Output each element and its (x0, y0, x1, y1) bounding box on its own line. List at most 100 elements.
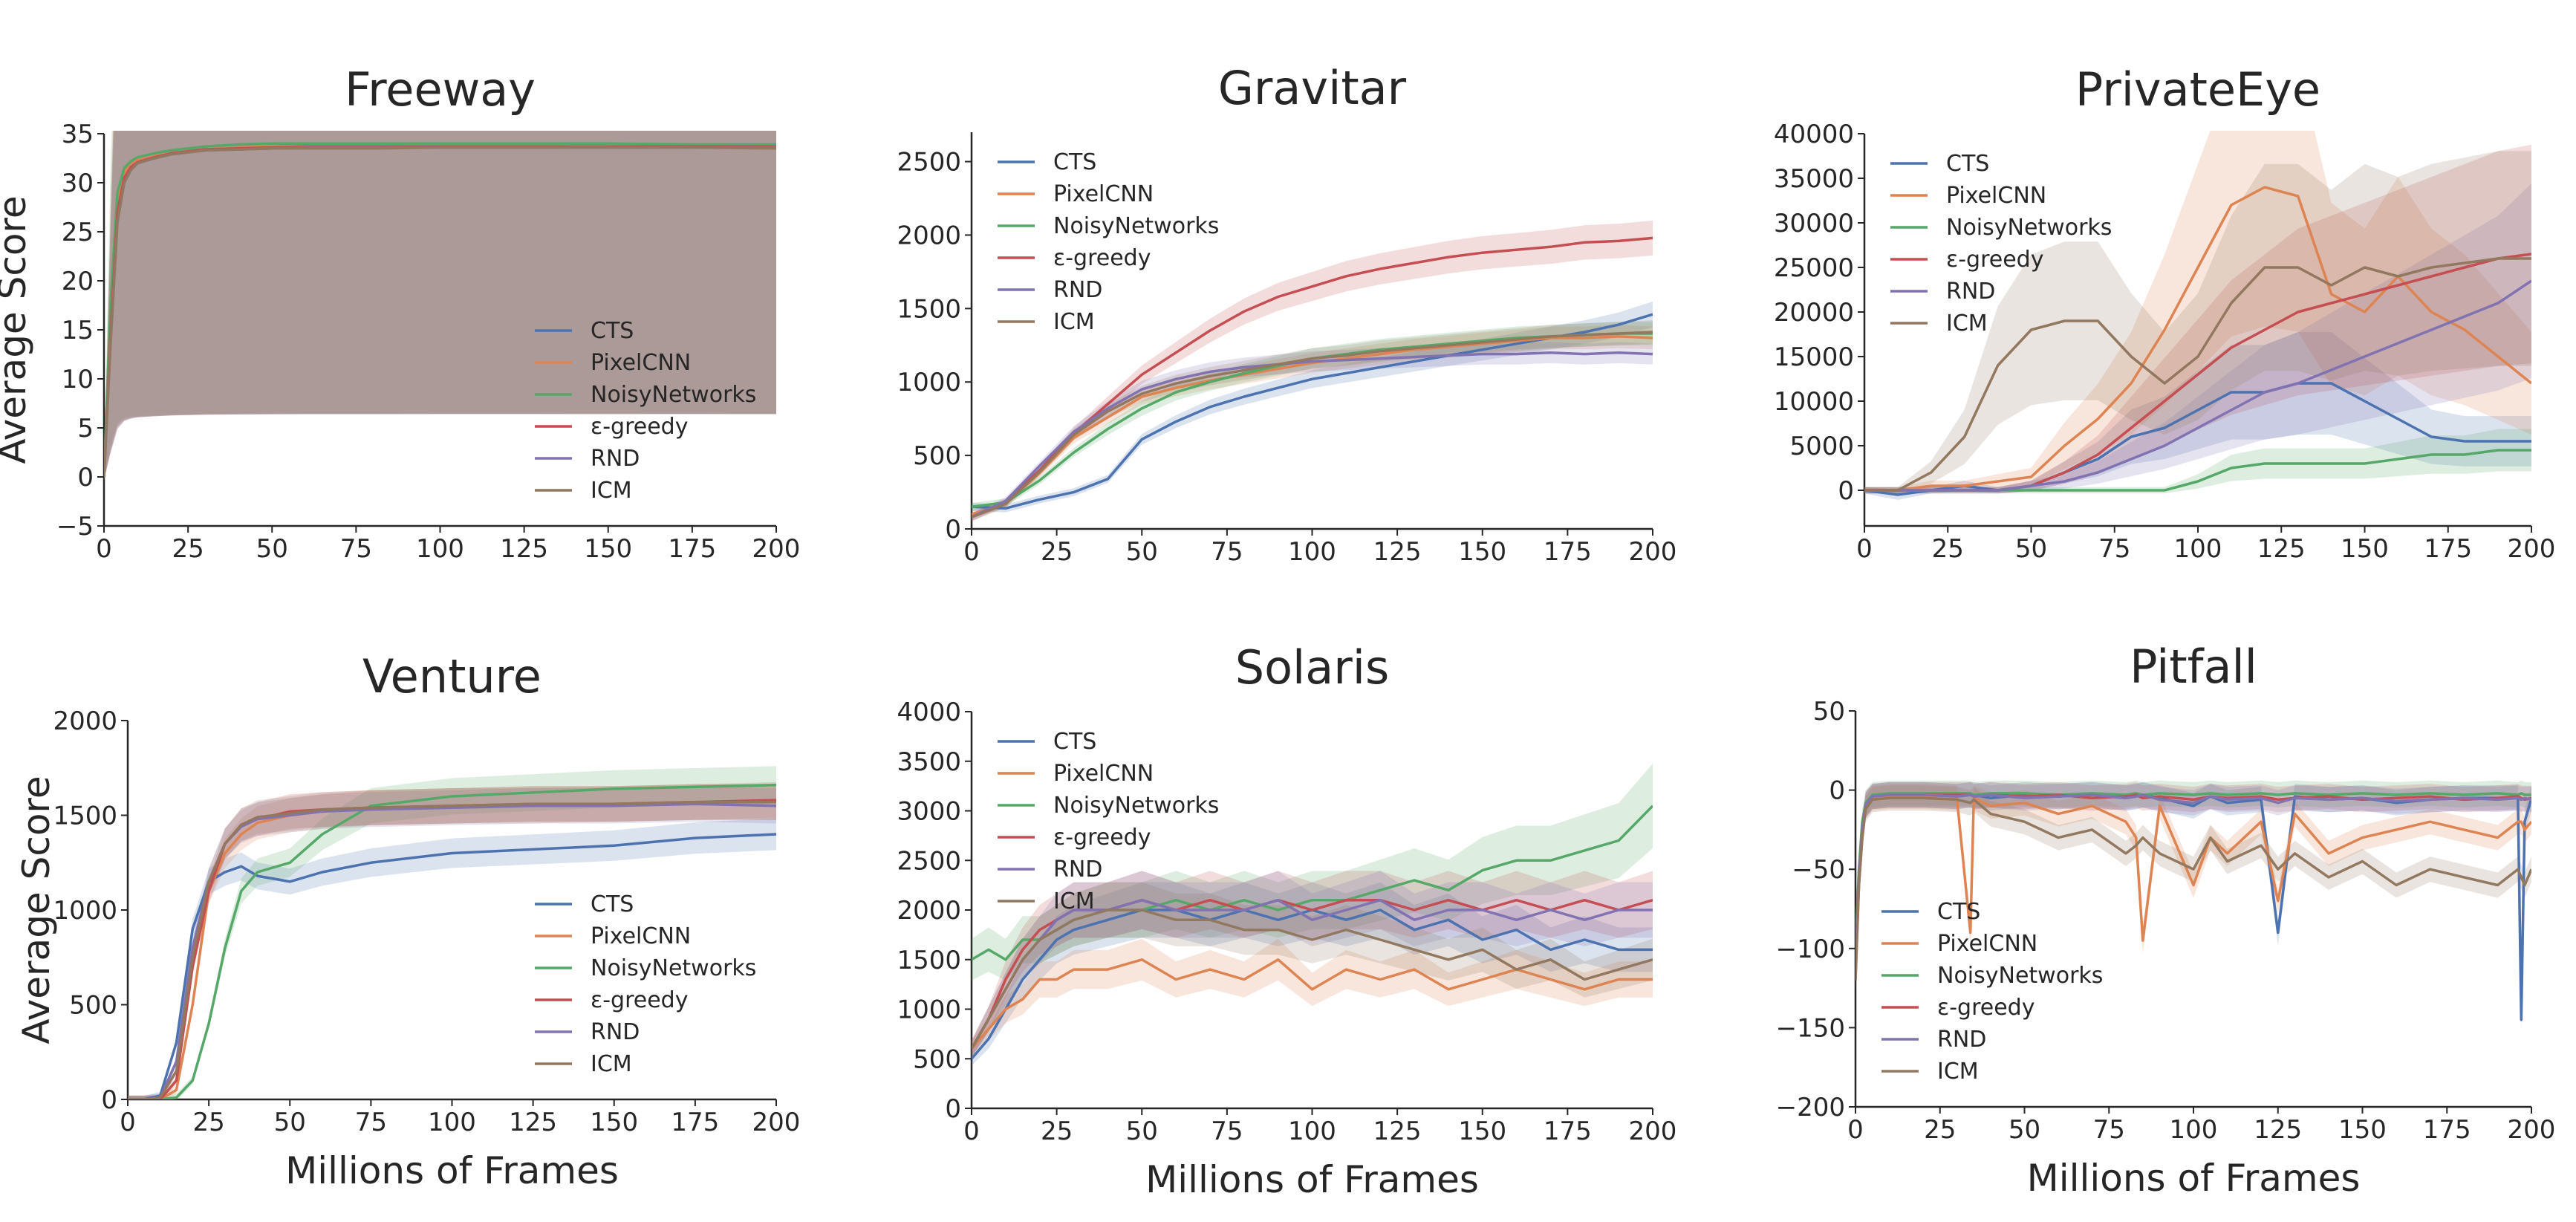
freeway-x-tick-label: 75 (340, 534, 372, 564)
pitfall-legend-label: ε-greedy (1937, 995, 2035, 1021)
solaris-legend-label: ε-greedy (1053, 825, 1151, 851)
pitfall-y-tick-label: −50 (1792, 855, 1845, 885)
venture-title: Venture (362, 649, 541, 703)
privateeye-legend: CTS PixelCNN NoisyNetworks ε-greedy RND ICM (1890, 151, 2112, 337)
freeway-y-tick-label: 10 (62, 365, 94, 394)
pitfall-legend-label: NoisyNetworks (1937, 963, 2103, 989)
freeway-band (104, 131, 776, 481)
venture-band (128, 766, 776, 1099)
privateeye-band (1864, 429, 2531, 494)
pitfall-x-tick-label: 100 (2170, 1115, 2218, 1145)
pitfall-x-label: Millions of Frames (2027, 1157, 2361, 1200)
freeway-band (104, 131, 776, 481)
freeway-band (104, 131, 776, 481)
pitfall-legend-label: RND (1937, 1027, 1986, 1053)
venture-series-line (128, 833, 776, 1099)
solaris-series-line (972, 909, 1653, 1050)
gravitar-x-tick-label: 150 (1458, 537, 1506, 567)
venture-y-label: Average Score (15, 776, 58, 1044)
freeway-legend-label: ICM (591, 478, 632, 504)
privateeye-series-line (1864, 279, 2531, 492)
solaris-x-tick-label: 75 (1211, 1117, 1243, 1146)
venture-y-tick-label: 1500 (53, 802, 117, 831)
solaris-x-tick-label: 100 (1288, 1117, 1336, 1146)
freeway-plot-area (104, 131, 776, 481)
gravitar-y-tick-label: 2500 (897, 148, 961, 178)
gravitar-legend-label: NoisyNetworks (1053, 213, 1219, 239)
gravitar-legend-label: PixelCNN (1053, 181, 1154, 207)
pitfall-legend-label: PixelCNN (1937, 931, 2037, 957)
privateeye-y-tick-label: 30000 (1774, 209, 1854, 238)
gravitar-x-tick-label: 0 (963, 537, 980, 567)
gravitar-legend-label: CTS (1053, 149, 1096, 175)
privateeye-y-tick-label: 5000 (1789, 432, 1854, 461)
privateeye-y-tick-label: 35000 (1774, 164, 1854, 194)
freeway-series-line (104, 146, 776, 478)
gravitar-band (972, 220, 1653, 521)
solaris-legend-label: PixelCNN (1053, 761, 1154, 787)
venture-series-line (128, 802, 776, 1099)
pitfall-band (1855, 781, 2531, 978)
privateeye-band (1864, 131, 2531, 494)
venture-legend-label: ICM (591, 1051, 632, 1077)
venture-band (128, 818, 776, 1099)
freeway-x-tick-label: 25 (172, 534, 204, 564)
privateeye-x-tick-label: 0 (1856, 534, 1873, 564)
venture-band (128, 784, 776, 1099)
solaris-y-tick-label: 1000 (897, 995, 961, 1025)
freeway-legend-label: RND (591, 446, 640, 472)
gravitar-x-tick-label: 125 (1373, 537, 1422, 567)
venture-x-tick-label: 175 (671, 1108, 719, 1137)
solaris-title: Solaris (1235, 640, 1390, 695)
solaris-legend-label: ICM (1053, 888, 1095, 914)
gravitar-x-tick-label: 100 (1288, 537, 1336, 567)
freeway-x-tick-label: 200 (752, 534, 801, 564)
privateeye-legend-label: NoisyNetworks (1946, 215, 2112, 241)
privateeye-x-tick-label: 125 (2257, 534, 2306, 564)
venture-y-tick-label: 0 (101, 1085, 117, 1115)
pitfall-y-tick-label: −200 (1776, 1093, 1845, 1122)
solaris-plot-area (972, 763, 1653, 1066)
freeway-x-tick-label: 150 (584, 534, 632, 564)
solaris-series-line (972, 958, 1653, 1050)
pitfall-band (1855, 781, 2531, 978)
pitfall-x-tick-label: 150 (2338, 1115, 2387, 1145)
solaris-band (972, 871, 1653, 1058)
solaris-x-tick-label: 200 (1629, 1117, 1677, 1146)
privateeye-legend-label: PixelCNN (1946, 183, 2046, 209)
solaris-x-tick-label: 150 (1458, 1117, 1506, 1146)
pitfall-y-tick-label: 50 (1813, 697, 1845, 727)
pitfall-title: Pitfall (2130, 640, 2257, 694)
freeway-y-tick-label: 5 (77, 414, 94, 443)
gravitar-band (972, 342, 1653, 521)
venture-y-tick-label: 500 (69, 991, 117, 1021)
venture-x-tick-label: 125 (509, 1108, 557, 1137)
pitfall-band (1855, 784, 2531, 993)
pitfall-x-tick-label: 75 (2093, 1115, 2125, 1145)
pitfall-x-tick-label: 25 (1924, 1115, 1956, 1145)
solaris-y-tick-label: 4000 (897, 698, 961, 727)
gravitar-x-tick-label: 200 (1629, 537, 1677, 567)
venture-x-tick-label: 0 (120, 1108, 136, 1137)
solaris-series-line (972, 909, 1653, 1060)
pitfall-series-line (1855, 792, 2531, 949)
freeway-x-tick-label: 100 (416, 534, 464, 564)
freeway-x-tick-label: 0 (96, 534, 112, 564)
gravitar-y-tick-label: 0 (945, 515, 961, 545)
freeway-series-line (104, 142, 776, 478)
privateeye-x-tick-label: 25 (1932, 534, 1964, 564)
venture-legend-label: NoisyNetworks (591, 955, 756, 981)
solaris-y-tick-label: 500 (913, 1044, 961, 1074)
gravitar-series-line (972, 335, 1653, 516)
freeway-y-tick-label: 35 (62, 120, 94, 149)
freeway-y-tick-label: 25 (62, 218, 94, 247)
venture-x-label: Millions of Frames (285, 1149, 619, 1192)
freeway-legend-label: CTS (591, 318, 634, 344)
gravitar-plot-area (972, 220, 1653, 521)
gravitar-legend-label: ICM (1053, 309, 1095, 335)
gravitar-y-tick-label: 2000 (897, 221, 961, 250)
venture-band (128, 786, 776, 1099)
solaris-y-tick-label: 2000 (897, 896, 961, 926)
